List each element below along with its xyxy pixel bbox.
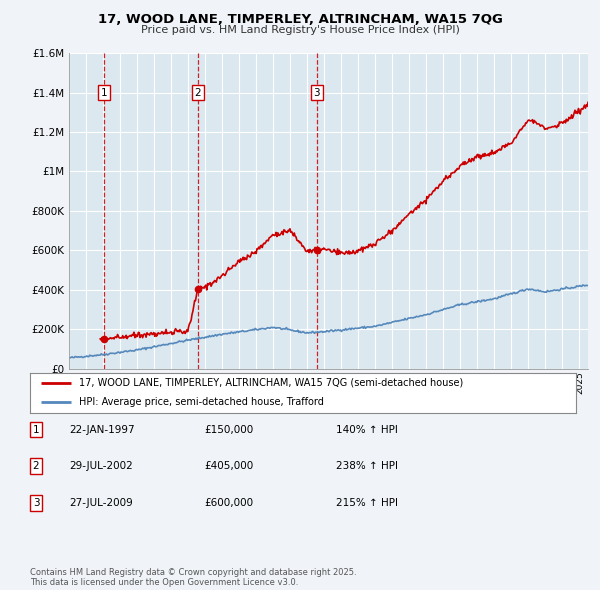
Text: 3: 3 — [32, 498, 40, 507]
Text: 140% ↑ HPI: 140% ↑ HPI — [336, 425, 398, 434]
Text: 2: 2 — [32, 461, 40, 471]
Text: 17, WOOD LANE, TIMPERLEY, ALTRINCHAM, WA15 7QG: 17, WOOD LANE, TIMPERLEY, ALTRINCHAM, WA… — [98, 13, 502, 26]
Text: 22-JAN-1997: 22-JAN-1997 — [69, 425, 134, 434]
Text: £600,000: £600,000 — [204, 498, 253, 507]
Text: Contains HM Land Registry data © Crown copyright and database right 2025.
This d: Contains HM Land Registry data © Crown c… — [30, 568, 356, 587]
Text: 215% ↑ HPI: 215% ↑ HPI — [336, 498, 398, 507]
Text: 17, WOOD LANE, TIMPERLEY, ALTRINCHAM, WA15 7QG (semi-detached house): 17, WOOD LANE, TIMPERLEY, ALTRINCHAM, WA… — [79, 378, 463, 388]
Text: Price paid vs. HM Land Registry's House Price Index (HPI): Price paid vs. HM Land Registry's House … — [140, 25, 460, 35]
Text: 27-JUL-2009: 27-JUL-2009 — [69, 498, 133, 507]
Text: £150,000: £150,000 — [204, 425, 253, 434]
Text: £405,000: £405,000 — [204, 461, 253, 471]
Text: 2: 2 — [194, 87, 201, 97]
Text: 238% ↑ HPI: 238% ↑ HPI — [336, 461, 398, 471]
Text: 1: 1 — [32, 425, 40, 434]
Text: 29-JUL-2002: 29-JUL-2002 — [69, 461, 133, 471]
Text: 1: 1 — [101, 87, 107, 97]
Text: 3: 3 — [314, 87, 320, 97]
Text: HPI: Average price, semi-detached house, Trafford: HPI: Average price, semi-detached house,… — [79, 396, 324, 407]
